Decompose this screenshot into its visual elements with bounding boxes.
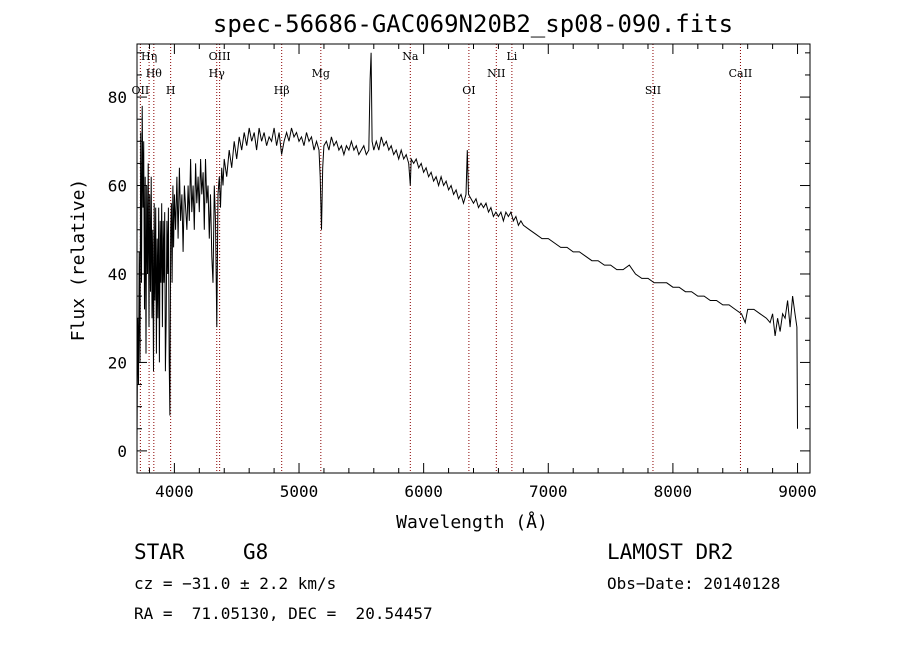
spectral-line-label: SII [645,84,661,97]
spectral-line-label: Hγ [209,67,226,80]
axis-ticks: 4000 5000 6000 7000 8000 9000 0 20 40 60 80 [108,44,817,501]
y-tick-label: 60 [108,177,127,196]
velocity-label: cz = −31.0 ± 2.2 km/s [134,574,337,593]
x-tick-label: 6000 [404,482,443,501]
object-type-label: STAR [134,540,185,564]
spectral-line-label: Li [506,50,517,63]
spectral-line-label: Na [402,50,419,63]
spectral-line-label: OI [462,84,475,97]
x-tick-label: 4000 [155,482,194,501]
x-tick-label: 7000 [529,482,568,501]
obs-date-label: Obs−Date: 20140128 [607,574,781,593]
x-tick-label: 9000 [778,482,817,501]
survey-label: LAMOST DR2 [607,540,734,564]
y-axis-label: Flux (relative) [68,179,89,342]
x-tick-label: 5000 [280,482,319,501]
chart-title: spec-56686-GAC069N20B2_sp08-090.fits [213,10,733,38]
spectral-line-label: NII [487,67,505,80]
plot-frame [136,43,811,474]
spectrum-series-line [136,52,798,443]
spectral-line-label: Mg [312,67,330,80]
spectral-line-label: Hθ [146,67,163,80]
coords-label: RA = 71.05130, DEC = 20.54457 [134,604,433,623]
spectral-line-label: OII [132,84,150,97]
spectral-line-label: H [166,84,176,97]
x-axis-label: Wavelength (Å) [396,511,548,533]
spectral-line-label: CaII [729,67,753,80]
y-tick-label: 0 [117,442,127,461]
spectral-line-label: Hη [141,50,157,63]
subclass-label: G8 [243,540,269,564]
spectral-line-label: Hβ [274,84,290,97]
spectral-line-label: OIII [209,50,231,63]
x-tick-label: 8000 [654,482,693,501]
y-tick-label: 40 [108,265,127,284]
y-tick-label: 20 [108,353,127,372]
y-tick-label: 80 [108,88,127,107]
